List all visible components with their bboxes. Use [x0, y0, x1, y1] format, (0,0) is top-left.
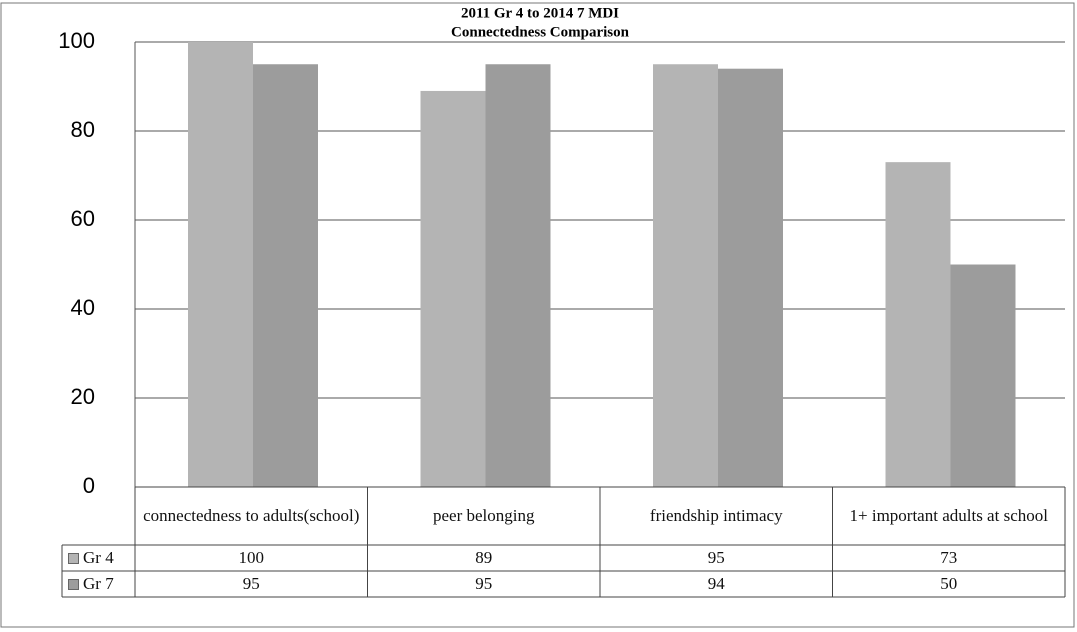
bar [188, 42, 253, 487]
legend-swatch [68, 552, 79, 564]
table-value-text: 89 [475, 548, 493, 567]
category-label: friendship intimacy [600, 487, 833, 545]
table-value-text: 95 [242, 574, 260, 593]
table-value-text: 95 [707, 548, 725, 567]
table-value: 50 [833, 571, 1066, 597]
y-tick-label: 80 [71, 117, 95, 142]
table-value-text: 73 [940, 548, 958, 567]
legend-entry: Gr 4 [62, 545, 135, 571]
table-value: 100 [135, 545, 368, 571]
category-label-text: 1+ important adults at school [849, 506, 1048, 525]
table-value: 95 [135, 571, 368, 597]
bar [253, 64, 318, 487]
table-value: 94 [600, 571, 833, 597]
bar [420, 90, 486, 487]
category-label: peer belonging [368, 487, 601, 545]
table-value: 95 [368, 571, 601, 597]
y-tick-label: 40 [71, 295, 95, 320]
bar [885, 162, 951, 487]
table-value: 73 [833, 545, 1066, 571]
table-value-text: 94 [707, 574, 725, 593]
category-label-text: peer belonging [433, 506, 535, 525]
chart-title: 2011 Gr 4 to 2014 7 MDI [461, 5, 619, 21]
y-tick-label: 60 [71, 206, 95, 231]
y-tick-label: 0 [83, 473, 95, 498]
legend-swatch [68, 578, 79, 590]
bar [718, 68, 783, 487]
category-label-text: connectedness to adults(school) [143, 506, 360, 525]
y-tick-label: 100 [58, 28, 95, 53]
table-value-text: 50 [940, 574, 958, 593]
chart-subtitle: Connectedness Comparison [451, 24, 630, 40]
bar [485, 64, 551, 487]
table-value-text: 100 [238, 548, 265, 567]
category-label-text: friendship intimacy [649, 506, 783, 525]
category-label: connectedness to adults(school) [135, 487, 368, 545]
table-value: 95 [600, 545, 833, 571]
bar [950, 264, 1016, 487]
legend-label: Gr 7 [83, 574, 114, 593]
legend-entry: Gr 7 [62, 571, 135, 597]
legend-label: Gr 4 [83, 548, 114, 567]
table-value-text: 95 [475, 574, 493, 593]
category-label: 1+ important adults at school [833, 487, 1066, 545]
bar [653, 64, 718, 487]
y-tick-label: 20 [71, 384, 95, 409]
table-value: 89 [368, 545, 601, 571]
